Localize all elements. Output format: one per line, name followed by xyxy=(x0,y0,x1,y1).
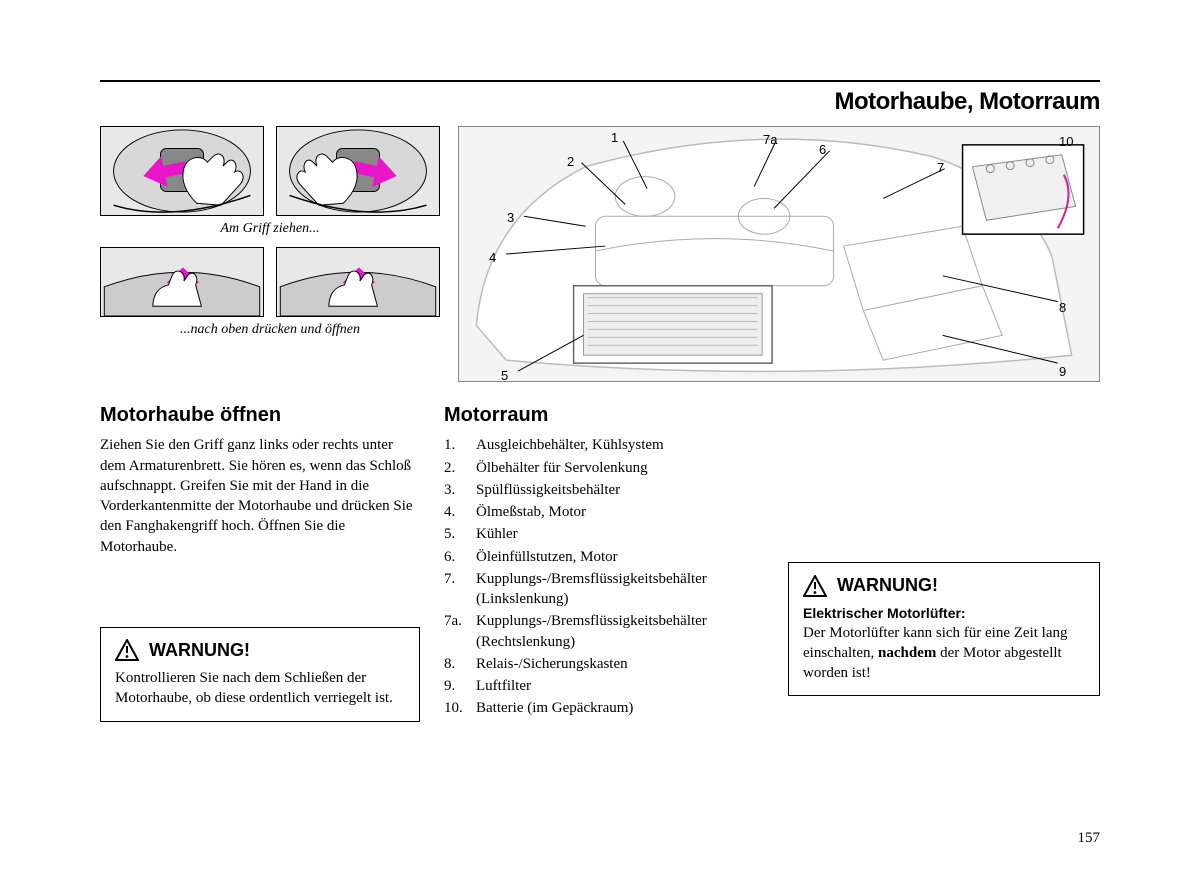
caption-pull: Am Griff ziehen... xyxy=(100,220,440,239)
warning-box-2: WARNUNG! Elektrischer Motorlüfter: Der M… xyxy=(788,562,1100,696)
engine-bay-diagram: 1 2 3 4 5 7a 6 7 10 8 9 xyxy=(458,126,1100,382)
engine-label: 10 xyxy=(1059,133,1073,151)
engine-label: 3 xyxy=(507,209,514,227)
illust-push-right xyxy=(276,247,440,317)
warning-2-body: Der Motorlüfter kann sich für eine Zeit … xyxy=(803,623,1085,684)
illust-push-left xyxy=(100,247,264,317)
warning-icon xyxy=(803,575,827,597)
caption-push: ...nach oben drücken und öffnen xyxy=(100,321,440,340)
heading-open-hood: Motorhaube öffnen xyxy=(100,402,420,429)
hood-release-illustrations: Am Griff ziehen... xyxy=(100,126,440,382)
warning-title: WARNUNG! xyxy=(837,573,938,597)
warning-title: WARNUNG! xyxy=(149,638,250,662)
page-title: Motorhaube, Motorraum xyxy=(100,86,1100,118)
engine-parts-list: 1.Ausgleichbehälter, Kühlsystem 2.Ölbehä… xyxy=(444,435,764,718)
engine-label: 1 xyxy=(611,129,618,147)
engine-label: 4 xyxy=(489,249,496,267)
warning-box-1: WARNUNG! Kontrollieren Sie nach dem Schl… xyxy=(100,627,420,722)
warning-icon xyxy=(115,639,139,661)
heading-engine-bay: Motorraum xyxy=(444,402,764,429)
engine-label: 9 xyxy=(1059,363,1066,381)
warning-2-sub: Elektrischer Motorlüfter: xyxy=(803,604,1085,623)
engine-label: 7a xyxy=(763,131,777,149)
warning-1-body: Kontrollieren Sie nach dem Schließen der… xyxy=(115,668,405,709)
engine-label: 8 xyxy=(1059,299,1066,317)
engine-label: 2 xyxy=(567,153,574,171)
engine-label: 5 xyxy=(501,367,508,385)
page-number: 157 xyxy=(1078,828,1101,848)
illust-pull-left xyxy=(100,126,264,216)
engine-label: 6 xyxy=(819,141,826,159)
engine-label: 7 xyxy=(937,159,944,177)
illust-pull-right xyxy=(276,126,440,216)
open-hood-text: Ziehen Sie den Griff ganz links oder rec… xyxy=(100,435,420,557)
